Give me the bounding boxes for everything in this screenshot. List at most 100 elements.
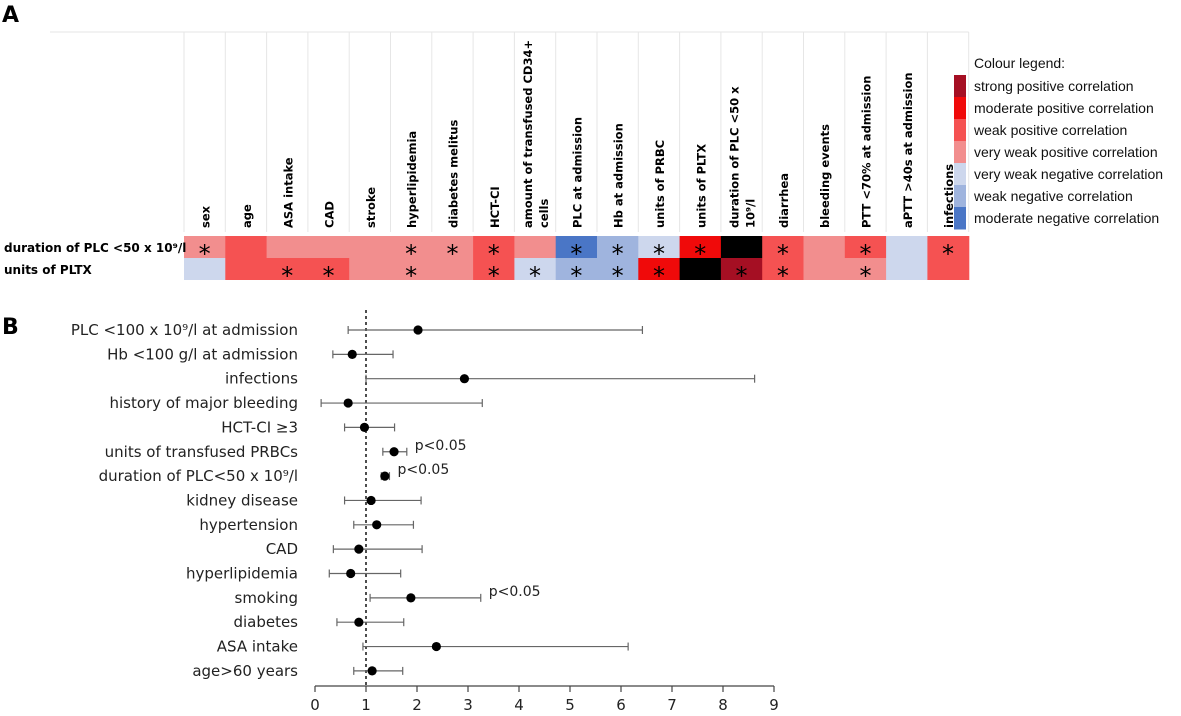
significance-star: * (488, 262, 500, 290)
correlation-heatmap: sex age ASA intake CAD stroke hyperlipidemia d… (4, 31, 970, 290)
column-header-text: cells (537, 198, 551, 228)
heatmap-cell (679, 236, 722, 258)
point-estimate (389, 447, 399, 457)
forest-label-age-60-years: age>60 years (192, 662, 298, 680)
significance-star: * (612, 240, 624, 268)
heatmap-cell (473, 258, 515, 280)
heatmap-cell (349, 258, 392, 280)
heatmap-cell (431, 258, 474, 280)
significance-star: * (570, 262, 582, 290)
significance-star: * (405, 262, 417, 290)
significance-note: p<0.05 (415, 438, 467, 454)
significance-notes: p<0.05 p<0.05 p<0.05 (397, 438, 540, 600)
heatmap-significance-stars: * * * * * * * * * * ** * * * * * * * * * * (199, 240, 954, 290)
forest-label-cad: CAD (266, 540, 298, 558)
significance-star: * (405, 240, 417, 268)
heatmap-cell (597, 258, 639, 280)
heatmap-cell (886, 236, 928, 258)
heatmap-cell (514, 258, 557, 280)
heatmap-cell (844, 236, 887, 258)
x-tick-label: 9 (769, 696, 779, 714)
column-header-aptt-40s-at-admission: aPTT >40s at admission (901, 72, 915, 228)
forest-label-hct-ci-3: HCT-CI ≥3 (221, 418, 298, 436)
column-header-hct-ci: HCT-CI (488, 186, 502, 228)
heatmap-cell (514, 236, 557, 258)
column-header-text: stroke (364, 187, 378, 228)
x-tick-label: 5 (565, 696, 575, 714)
heatmap-cell (762, 258, 805, 280)
point-estimate (343, 398, 353, 408)
heatmap-cell (886, 258, 928, 280)
forest-label-diabetes: diabetes (233, 613, 298, 631)
significance-star: * (859, 262, 871, 290)
significance-star: * (612, 262, 624, 290)
point-estimate (354, 544, 364, 554)
forest-label-kidney-disease: kidney disease (186, 491, 298, 509)
legend-swatch-strong-positive-correlation (954, 75, 966, 98)
column-header-text: ASA intake (281, 157, 295, 228)
column-header-stroke: stroke (364, 187, 378, 228)
heatmap-cell (638, 258, 681, 280)
column-header-asa-intake: ASA intake (281, 157, 295, 228)
x-tick-label: 3 (463, 696, 473, 714)
column-header-ptt-70-at-admission: PTT <70% at admission (859, 76, 873, 228)
point-estimate (347, 349, 357, 359)
point-estimate (346, 568, 356, 579)
point-estimate (413, 325, 423, 335)
heatmap-cell (184, 258, 226, 280)
column-header-text: duration of PLC <50 x (728, 86, 742, 228)
legend-swatches (954, 75, 966, 230)
heatmap-cell (597, 236, 639, 258)
heatmap-cell (638, 236, 681, 258)
legend-swatch-moderate-positive-correlation (954, 97, 966, 120)
column-header-text: PLC at admission (570, 117, 584, 228)
heatmap-cells (184, 236, 970, 280)
legend-swatch-very-weak-positive-correlation (954, 141, 966, 164)
heatmap-cell (720, 236, 763, 258)
panel-b-letter: B (2, 315, 19, 340)
significance-star: * (777, 240, 789, 268)
column-header-cad: CAD (323, 201, 337, 228)
x-tick-label: 7 (667, 696, 677, 714)
heatmap-cell (349, 236, 392, 258)
heatmap-cell (473, 236, 515, 258)
x-tick-label: 4 (514, 696, 524, 714)
point-estimate (366, 495, 376, 506)
legend-label-very-weak-positive-correlation: very weak positive correlation (974, 144, 1158, 160)
x-tick-label: 1 (361, 696, 371, 714)
column-header-text: 10⁹/l (744, 199, 758, 228)
heatmap-cell (390, 258, 433, 280)
heatmap-cell (555, 236, 598, 258)
significance-note: p<0.05 (489, 584, 541, 600)
column-header-text: bleeding events (818, 124, 832, 228)
point-estimate (459, 374, 470, 384)
forest-label-smoking: smoking (235, 589, 299, 607)
legend-label-strong-positive-correlation: strong positive correlation (974, 78, 1134, 94)
point-estimate (406, 593, 416, 603)
heatmap-cell (803, 236, 846, 258)
forest-label-duration-of-plc-50-x-10-l: duration of PLC<50 x 10⁹/l (99, 467, 298, 485)
significance-star: * (694, 240, 706, 268)
heatmap-cell (844, 258, 887, 280)
row-header-duration-of-plc-50-x-10-l: duration of PLC <50 x 10⁹/l (4, 241, 186, 255)
column-header-bleeding-events: bleeding events (818, 124, 832, 228)
heatmap-cell (307, 236, 350, 258)
forest-label-infections: infections (225, 370, 298, 388)
column-header-text: hyperlipidemia (405, 131, 419, 228)
column-header-hyperlipidemia: hyperlipidemia (405, 131, 419, 228)
legend-labels: strong positive correlation moderate posi… (973, 78, 1163, 226)
forest-row-labels: PLC <100 x 10⁹/l at admission Hb <100 g/l… (71, 321, 298, 680)
x-tick-label: 2 (412, 696, 422, 714)
heatmap-cell (679, 258, 722, 280)
column-header-text: infections (942, 164, 956, 228)
legend-label-moderate-negative-correlation: moderate negative correlation (974, 210, 1159, 226)
column-header-text: diabetes melitus (446, 120, 460, 228)
heatmap-header-grid (50, 31, 970, 232)
column-header-diabetes-melitus: diabetes melitus (446, 120, 460, 228)
forest-label-hyperlipidemia: hyperlipidemia (186, 565, 298, 583)
column-header-text: units of PLTX (694, 144, 708, 228)
legend-swatch-moderate-negative-correlation (954, 207, 966, 230)
heatmap-cell (927, 258, 970, 280)
column-header-hb-at-admission: Hb at admission (612, 123, 626, 228)
column-header-units-of-prbc: units of PRBC (653, 140, 667, 228)
